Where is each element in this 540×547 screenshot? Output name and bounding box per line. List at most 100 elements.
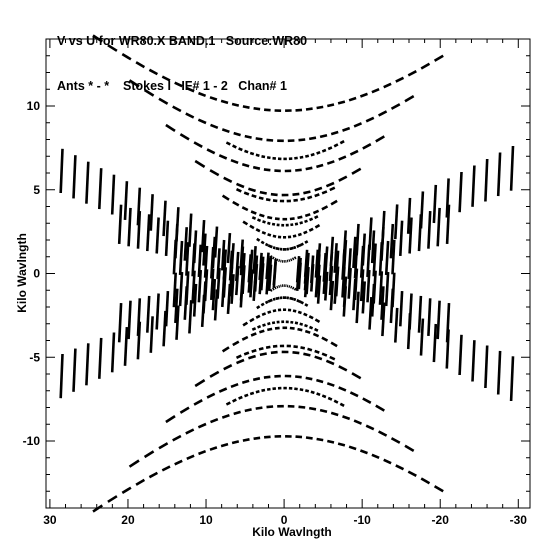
uv-point xyxy=(347,248,352,280)
uv-point xyxy=(299,221,304,225)
uv-point xyxy=(267,299,271,303)
uv-point xyxy=(249,269,254,298)
uv-point xyxy=(262,220,266,224)
uv-point xyxy=(127,207,132,247)
uv-point xyxy=(235,354,242,359)
uv-point xyxy=(272,309,277,313)
uv-point xyxy=(266,405,274,409)
uv-point xyxy=(276,258,279,262)
uv-point xyxy=(291,286,295,290)
uv-point xyxy=(252,377,261,382)
uv-point xyxy=(241,162,250,168)
uv-point xyxy=(230,274,235,304)
uv-point xyxy=(299,388,304,392)
uv-point xyxy=(197,244,202,278)
uv-point xyxy=(314,327,319,332)
uv-point xyxy=(123,181,129,220)
uv-point xyxy=(146,295,151,333)
uv-point xyxy=(92,504,104,513)
uv-point xyxy=(270,350,278,355)
uv-point xyxy=(316,254,321,283)
uv-point xyxy=(235,265,240,296)
uv-point xyxy=(230,382,239,389)
uv-point xyxy=(310,390,315,395)
uv-point xyxy=(210,268,215,300)
uv-point xyxy=(271,222,276,226)
uv-point xyxy=(325,359,335,366)
uv-point xyxy=(244,408,252,413)
uv-point xyxy=(420,62,431,70)
uv-point xyxy=(294,387,298,391)
uv-point xyxy=(261,230,267,235)
uv-point xyxy=(399,220,404,256)
uv-point xyxy=(149,194,154,231)
x-tick-label: 0 xyxy=(281,513,288,527)
uv-point xyxy=(316,150,321,155)
uv-point xyxy=(471,340,476,382)
uv-point xyxy=(249,317,255,323)
uv-point xyxy=(294,321,299,325)
uv-point xyxy=(183,227,188,261)
uv-point xyxy=(270,298,273,302)
uv-point xyxy=(305,107,313,111)
uv-point xyxy=(121,52,132,61)
y-tick-label: 10 xyxy=(27,99,41,113)
uv-point xyxy=(203,245,209,278)
uv-point xyxy=(175,305,180,340)
uv-point xyxy=(143,88,155,97)
uv-point xyxy=(291,297,294,301)
y-tick-label: -5 xyxy=(29,350,40,364)
uv-point xyxy=(310,152,315,157)
uv-point xyxy=(85,161,90,204)
uv-point xyxy=(174,459,183,466)
uv-point xyxy=(324,271,329,301)
uv-point xyxy=(172,272,177,308)
uv-point xyxy=(210,247,215,279)
uv-point xyxy=(146,214,151,252)
uv-point xyxy=(232,200,240,207)
uv-point xyxy=(121,486,132,495)
uv-point xyxy=(432,323,438,363)
uv-point xyxy=(272,261,277,288)
uv-point xyxy=(303,352,311,357)
uv-point xyxy=(193,141,203,148)
uv-point xyxy=(236,182,245,189)
uv-point xyxy=(255,228,261,233)
uv-point xyxy=(384,240,390,276)
uv-point xyxy=(359,269,365,302)
uv-point xyxy=(308,227,314,232)
uv-point xyxy=(380,286,385,320)
uv-point xyxy=(107,495,118,503)
uv-point xyxy=(300,197,306,201)
y-tick-label: 0 xyxy=(33,267,40,281)
uv-point xyxy=(436,300,441,340)
uv-point xyxy=(372,243,377,277)
x-tick-label: -30 xyxy=(510,513,528,527)
uv-point xyxy=(307,347,313,352)
uv-point xyxy=(255,137,263,141)
uv-point xyxy=(98,168,103,210)
uv-point xyxy=(110,332,116,373)
uv-point xyxy=(433,54,444,62)
uv-point xyxy=(296,299,299,303)
uv-point xyxy=(252,246,257,274)
uv-point xyxy=(267,322,271,326)
uv-point xyxy=(247,264,252,293)
uv-point xyxy=(408,217,413,254)
uv-point xyxy=(261,312,267,317)
uv-point xyxy=(232,398,237,403)
uv-point xyxy=(135,478,146,486)
uv-point xyxy=(194,378,206,388)
uv-point xyxy=(316,163,324,169)
uv-point xyxy=(238,147,243,152)
uv-point xyxy=(297,257,302,285)
uv-point xyxy=(300,346,306,350)
uv-point xyxy=(269,288,273,292)
uv-point xyxy=(244,134,252,139)
uv-point xyxy=(378,430,388,437)
uv-point xyxy=(339,140,345,145)
uv-point xyxy=(417,295,423,333)
uv-point xyxy=(253,107,261,111)
uv-point xyxy=(321,394,327,399)
uv-point xyxy=(394,307,399,343)
